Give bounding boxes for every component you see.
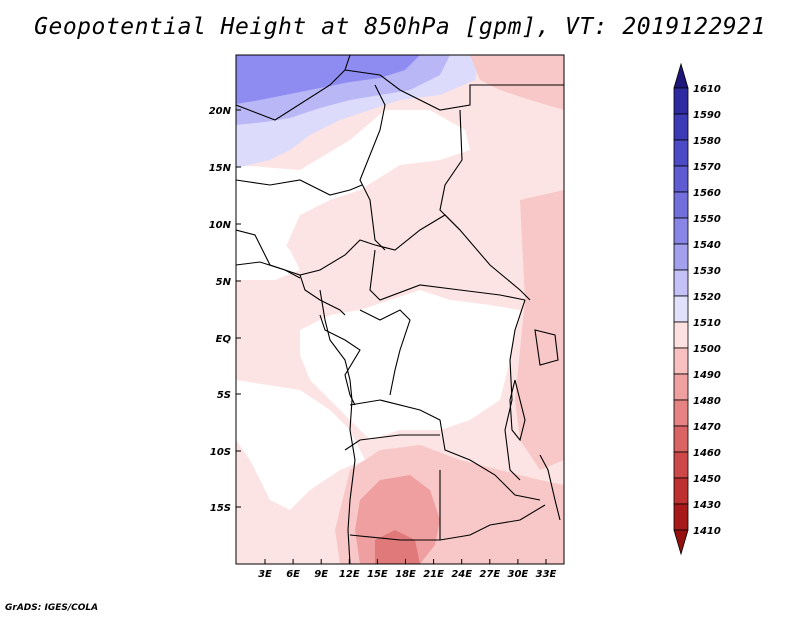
country-borders — [236, 55, 564, 564]
lon-label: 15E — [367, 569, 388, 580]
colorbar-segment — [673, 321, 689, 349]
colorbar-label: 1570 — [693, 162, 721, 173]
colorbar-bottom-arrow — [673, 529, 689, 556]
white-region-north — [236, 110, 470, 265]
longitude-axis: 3E 6E 9E 12E 15E 18E 21E 24E 27E 30E 33E — [258, 559, 557, 580]
colorbar-segment — [673, 165, 689, 193]
colorbar-segment — [673, 295, 689, 323]
border-line — [369, 249, 526, 301]
lon-label: 18E — [395, 569, 416, 580]
colorbar: 1610 1590 1580 1570 1560 1550 1540 1530 1520 1510… — [673, 62, 721, 556]
latitude-axis: 20N 15N 10N 5N EQ 5S 10S 15S — [209, 106, 241, 514]
lon-label: 33E — [536, 569, 557, 580]
lat-label: 15S — [210, 503, 231, 514]
border-line — [349, 399, 541, 501]
colorbar-label: 1470 — [693, 422, 721, 433]
lon-label: 30E — [508, 569, 529, 580]
lake-outline — [534, 329, 559, 366]
white-region-west — [236, 225, 300, 280]
colorbar-segment — [673, 451, 689, 479]
border-line — [319, 314, 361, 406]
white-region-southwest — [236, 380, 365, 510]
colorbar-label: 1410 — [693, 526, 721, 537]
coastline-line — [236, 261, 356, 564]
colorbar-segment — [673, 113, 689, 141]
colorbar-label: 1490 — [693, 370, 721, 381]
colorbar-top-arrow — [673, 62, 689, 89]
lat-label: 10N — [209, 220, 232, 231]
border-line — [236, 179, 363, 196]
lon-label: 27E — [479, 569, 500, 580]
chart-title: Geopotential Height at 850hPa [gpm], VT:… — [34, 14, 766, 40]
colorbar-label: 1480 — [693, 396, 721, 407]
border-line — [236, 229, 376, 276]
deep-blue-region — [236, 55, 420, 104]
border-line — [236, 55, 564, 121]
colorbar-segment — [673, 373, 689, 401]
lat-label: EQ — [216, 334, 232, 345]
border-line — [299, 274, 346, 316]
colorbar-segment — [673, 347, 689, 375]
lake-outline — [509, 379, 526, 442]
colorbar-segment — [673, 425, 689, 453]
colorbar-label: 1560 — [693, 188, 721, 199]
lat-label: 5N — [216, 277, 232, 288]
colorbar-label: 1590 — [693, 110, 721, 121]
colorbar-label: 1610 — [693, 84, 721, 95]
colorbar-segment — [673, 243, 689, 271]
lat-label: 10S — [210, 447, 231, 458]
lon-label: 9E — [314, 569, 328, 580]
map-frame — [235, 54, 565, 565]
colorbar-segment — [673, 217, 689, 245]
lon-label: 12E — [339, 569, 360, 580]
colorbar-segment — [673, 399, 689, 427]
colorbar-label: 1540 — [693, 240, 721, 251]
lat-label: 20N — [209, 106, 232, 117]
lat-label: 5S — [217, 390, 231, 401]
lat-label: 15N — [209, 163, 232, 174]
white-region-central — [300, 290, 520, 440]
colorbar-label: 1500 — [693, 344, 721, 355]
border-line — [349, 504, 546, 541]
lon-label: 6E — [286, 569, 300, 580]
colorbar-label: 1580 — [693, 136, 721, 147]
lon-label: 3E — [258, 569, 272, 580]
colorbar-label: 1530 — [693, 266, 721, 277]
colorbar-label: 1430 — [693, 500, 721, 511]
colorbar-segment — [673, 269, 689, 297]
border-line — [359, 309, 411, 396]
colorbar-label: 1510 — [693, 318, 721, 329]
colorbar-label: 1460 — [693, 448, 721, 459]
border-line — [539, 454, 561, 521]
lon-label: 21E — [423, 569, 444, 580]
border-line — [374, 214, 461, 251]
colorbar-segment — [673, 87, 689, 115]
colorbar-segment — [673, 139, 689, 167]
colorbar-label: 1520 — [693, 292, 721, 303]
pink-east-region — [515, 190, 564, 470]
lon-label: 24E — [451, 569, 472, 580]
colorbar-segment — [673, 503, 689, 531]
colorbar-segment — [673, 191, 689, 219]
colorbar-label: 1550 — [693, 214, 721, 225]
border-line — [504, 299, 526, 481]
pink-northeast-region — [470, 55, 564, 110]
colorbar-segment — [673, 477, 689, 505]
colorbar-label: 1450 — [693, 474, 721, 485]
border-line — [359, 84, 386, 251]
grads-credit: GrADS: IGES/COLA — [5, 603, 99, 613]
